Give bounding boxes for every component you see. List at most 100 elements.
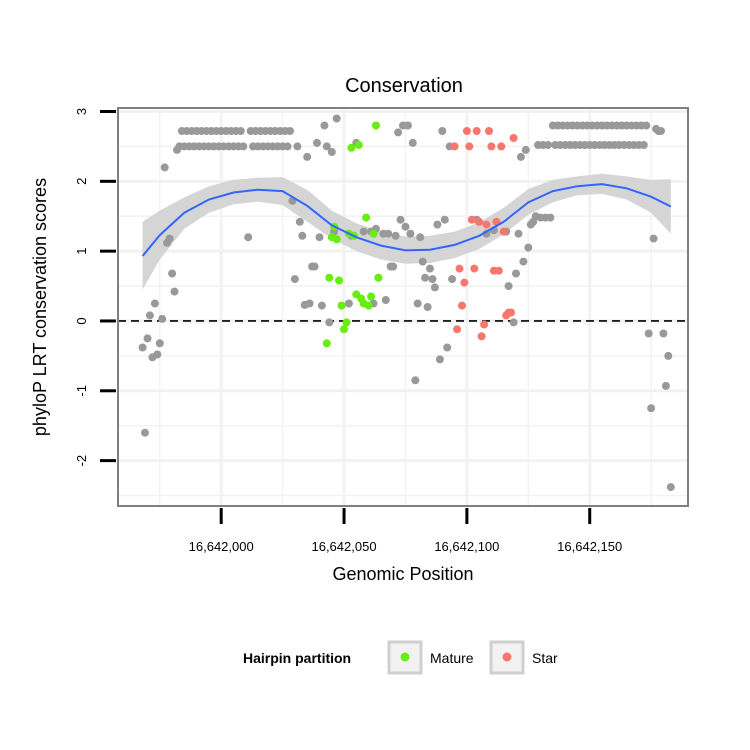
data-point-other — [332, 114, 341, 123]
data-point-other — [391, 231, 400, 240]
data-point-other — [657, 127, 665, 135]
data-point-star — [509, 134, 518, 142]
data-point-other — [143, 334, 152, 343]
data-point-mature — [374, 273, 383, 282]
data-point-other — [649, 234, 658, 243]
data-point-other — [546, 213, 555, 222]
data-point-other — [421, 273, 430, 282]
confidence-band-layer — [142, 173, 671, 290]
data-point-mature — [325, 273, 334, 282]
data-point-other — [403, 121, 412, 130]
data-point-other — [664, 351, 673, 360]
data-point-other — [305, 299, 314, 308]
data-point-star — [453, 325, 462, 334]
data-point-other — [406, 229, 415, 238]
x-tick-label: 16,642,050 — [311, 539, 376, 554]
data-point-other — [325, 318, 334, 327]
data-point-mature — [369, 229, 378, 238]
data-point-star — [475, 217, 484, 226]
data-point-other — [544, 141, 552, 149]
data-point-other — [504, 282, 513, 291]
data-point-other — [647, 404, 656, 413]
legend-title: Hairpin partition — [243, 650, 351, 666]
data-point-star — [458, 301, 466, 310]
data-point-mature — [364, 301, 373, 310]
data-point-star — [470, 264, 479, 273]
data-point-other — [659, 329, 668, 338]
data-point-other — [519, 257, 528, 266]
data-point-mature — [322, 339, 331, 348]
data-point-other — [359, 227, 368, 236]
data-point-other — [150, 299, 159, 308]
x-axis: 16,642,000 16,642,050 16,642,100 16,642,150 — [189, 508, 622, 554]
data-point-star — [485, 127, 493, 135]
confidence-band — [142, 173, 671, 290]
data-point-star — [482, 220, 491, 229]
smooth-line — [141, 183, 672, 257]
panel-border — [117, 107, 689, 507]
data-point-other — [666, 483, 675, 492]
data-point-other — [408, 138, 417, 147]
data-point-other — [516, 152, 525, 161]
data-point-other — [322, 142, 331, 151]
data-point-other — [384, 229, 393, 238]
y-tick-label: -2 — [74, 455, 89, 467]
data-point-mature — [342, 318, 351, 327]
data-point-other — [141, 428, 149, 437]
smooth-line-layer — [141, 183, 672, 257]
data-point-other — [313, 138, 321, 147]
data-point-star — [494, 266, 503, 275]
y-axis-label: phyloP LRT conservation scores — [30, 178, 50, 436]
data-point-other — [416, 233, 425, 242]
data-point-other — [428, 275, 437, 284]
data-point-other — [394, 128, 403, 137]
legend-label-mature: Mature — [430, 650, 474, 666]
data-point-star — [472, 127, 481, 135]
data-point-other — [661, 381, 670, 390]
x-axis-label: Genomic Position — [332, 564, 473, 584]
legend-swatch-mature — [400, 652, 410, 662]
data-point-star — [507, 308, 516, 317]
data-point-other — [153, 350, 162, 359]
data-point-other — [145, 311, 154, 320]
data-point-other — [239, 142, 248, 151]
data-point-mature — [372, 121, 380, 130]
data-point-other — [514, 229, 523, 238]
data-points-layer — [138, 114, 675, 492]
data-point-mature — [354, 141, 363, 149]
data-point-other — [168, 269, 177, 278]
legend-key-star — [489, 640, 525, 675]
chart-title: Conservation — [345, 75, 463, 97]
data-point-other — [315, 233, 324, 242]
data-point-other — [165, 234, 174, 243]
data-point-other — [389, 262, 398, 271]
data-point-other — [138, 343, 147, 352]
data-point-other — [236, 127, 245, 135]
data-point-other — [423, 303, 432, 311]
series-star — [450, 127, 518, 341]
series-other — [138, 114, 675, 492]
data-point-star — [450, 142, 459, 151]
data-point-star — [480, 320, 489, 329]
legend: Hairpin partition Mature Star — [243, 640, 558, 675]
data-point-other — [283, 142, 292, 151]
data-point-star — [462, 127, 471, 135]
legend-swatch-star — [502, 652, 512, 662]
data-point-mature — [367, 292, 376, 301]
data-point-other — [413, 299, 422, 308]
data-point-other — [295, 217, 304, 226]
y-tick-label: 1 — [74, 248, 89, 255]
data-point-other — [521, 145, 530, 154]
data-point-other — [396, 215, 405, 224]
legend-label-star: Star — [532, 650, 558, 666]
x-tick-label: 16,642,100 — [434, 539, 499, 554]
y-tick-label: 0 — [74, 317, 89, 324]
y-tick-label: 2 — [74, 178, 89, 185]
data-point-other — [155, 339, 164, 348]
data-point-other — [639, 141, 648, 149]
data-point-star — [465, 142, 474, 151]
data-point-other — [438, 127, 447, 135]
data-point-star — [467, 215, 476, 224]
data-point-other — [290, 275, 299, 284]
